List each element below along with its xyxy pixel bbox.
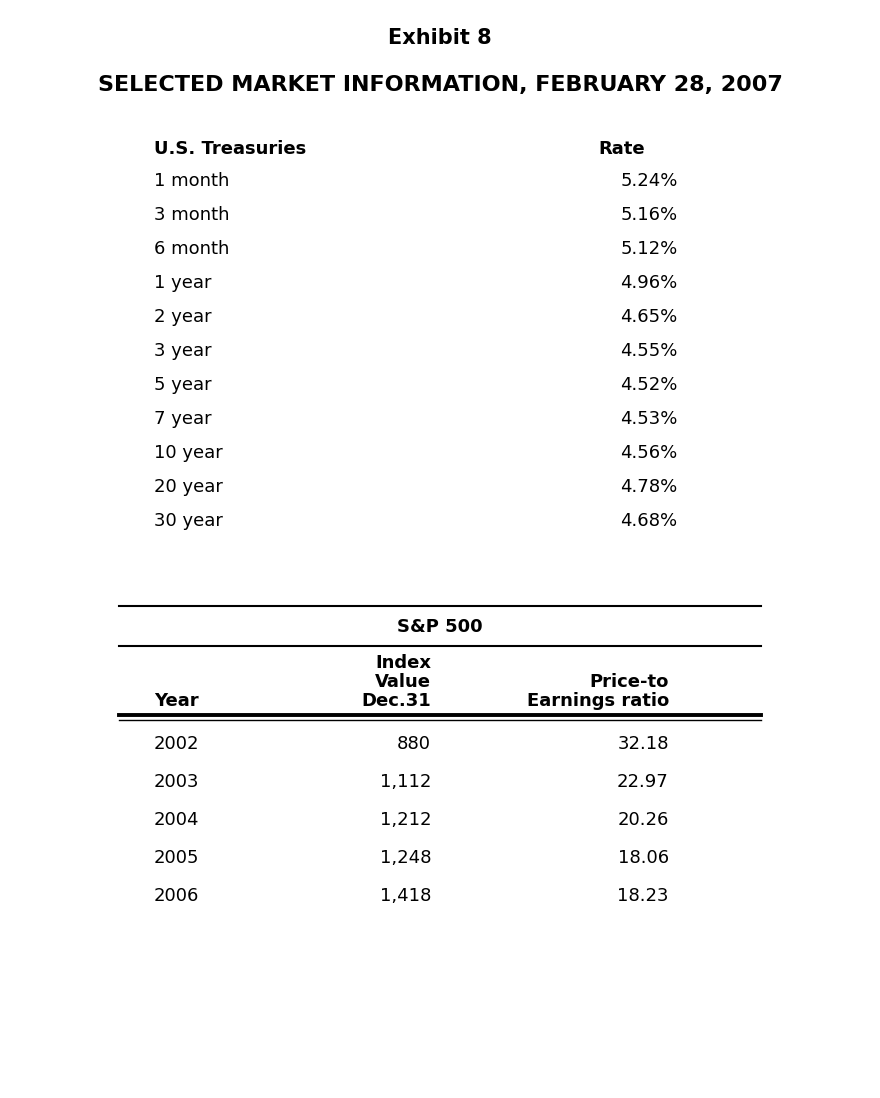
Text: 5.24%: 5.24% — [620, 172, 678, 190]
Text: 2006: 2006 — [154, 887, 200, 905]
Text: U.S. Treasuries: U.S. Treasuries — [154, 141, 306, 158]
Text: 20.26: 20.26 — [618, 811, 669, 829]
Text: 4.68%: 4.68% — [620, 512, 678, 530]
Text: 18.23: 18.23 — [617, 887, 669, 905]
Text: S&P 500: S&P 500 — [397, 618, 483, 636]
Text: Earnings ratio: Earnings ratio — [526, 692, 669, 710]
Text: Value: Value — [375, 673, 431, 691]
Text: Index: Index — [375, 654, 431, 672]
Text: Exhibit 8: Exhibit 8 — [388, 29, 492, 48]
Text: 32.18: 32.18 — [617, 735, 669, 753]
Text: 4.55%: 4.55% — [620, 341, 678, 360]
Text: 1,212: 1,212 — [379, 811, 431, 829]
Text: 1 month: 1 month — [154, 172, 230, 190]
Text: SELECTED MARKET INFORMATION, FEBRUARY 28, 2007: SELECTED MARKET INFORMATION, FEBRUARY 28… — [98, 75, 782, 96]
Text: Rate: Rate — [598, 141, 645, 158]
Text: 22.97: 22.97 — [617, 773, 669, 791]
Text: 880: 880 — [397, 735, 431, 753]
Text: 4.56%: 4.56% — [620, 444, 678, 462]
Text: 2005: 2005 — [154, 849, 200, 867]
Text: 2004: 2004 — [154, 811, 200, 829]
Text: 7 year: 7 year — [154, 410, 211, 428]
Text: 30 year: 30 year — [154, 512, 223, 530]
Text: 2 year: 2 year — [154, 309, 211, 326]
Text: Dec.31: Dec.31 — [362, 692, 431, 710]
Text: 1 year: 1 year — [154, 274, 211, 292]
Text: 1,112: 1,112 — [380, 773, 431, 791]
Text: 6 month: 6 month — [154, 240, 230, 258]
Text: 10 year: 10 year — [154, 444, 223, 462]
Text: 4.52%: 4.52% — [620, 376, 678, 394]
Text: 5 year: 5 year — [154, 376, 211, 394]
Text: 1,418: 1,418 — [380, 887, 431, 905]
Text: 1,248: 1,248 — [379, 849, 431, 867]
Text: 2003: 2003 — [154, 773, 200, 791]
Text: 3 year: 3 year — [154, 341, 211, 360]
Text: 2002: 2002 — [154, 735, 200, 753]
Text: 4.96%: 4.96% — [620, 274, 678, 292]
Text: 5.16%: 5.16% — [620, 206, 678, 224]
Text: 5.12%: 5.12% — [620, 240, 678, 258]
Text: Price-to: Price-to — [590, 673, 669, 691]
Text: 4.78%: 4.78% — [620, 478, 678, 496]
Text: 20 year: 20 year — [154, 478, 223, 496]
Text: 3 month: 3 month — [154, 206, 230, 224]
Text: 4.53%: 4.53% — [620, 410, 678, 428]
Text: 18.06: 18.06 — [618, 849, 669, 867]
Text: Year: Year — [154, 692, 199, 710]
Text: 4.65%: 4.65% — [620, 309, 678, 326]
